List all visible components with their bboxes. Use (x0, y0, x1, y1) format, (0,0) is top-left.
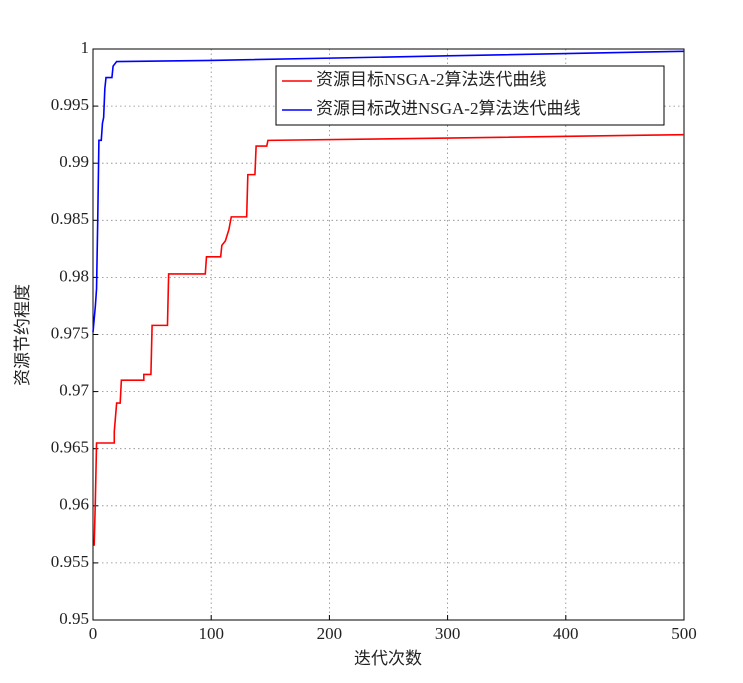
y-tick-label: 0.99 (59, 152, 89, 171)
series-line (92, 50, 685, 333)
y-tick-label: 0.975 (51, 323, 89, 342)
y-tick-label: 1 (81, 38, 90, 57)
y-tick-label: 0.97 (59, 381, 89, 400)
x-tick-label: 400 (553, 624, 579, 643)
x-tick-label: 300 (435, 624, 461, 643)
y-tick-label: 0.985 (51, 209, 89, 228)
y-tick-label: 0.96 (59, 495, 89, 514)
series-line (93, 133, 685, 546)
legend-label: 资源目标NSGA-2算法迭代曲线 (316, 70, 546, 89)
y-tick-label: 0.995 (51, 95, 89, 114)
legend-box (275, 65, 665, 126)
plot-frame (92, 48, 685, 621)
y-tick-label: 0.965 (51, 438, 89, 457)
x-axis-label: 迭代次数 (354, 649, 422, 668)
x-tick-label: 100 (198, 624, 224, 643)
y-tick-label: 0.955 (51, 552, 89, 571)
legend-label: 资源目标改进NSGA-2算法迭代曲线 (316, 99, 580, 118)
y-axis-label: 资源节约程度 (13, 284, 32, 386)
x-tick-label: 200 (317, 624, 343, 643)
y-tick-label: 0.98 (59, 266, 89, 285)
x-tick-label: 0 (89, 624, 98, 643)
x-tick-label: 500 (671, 624, 697, 643)
y-tick-label: 0.95 (59, 609, 89, 628)
